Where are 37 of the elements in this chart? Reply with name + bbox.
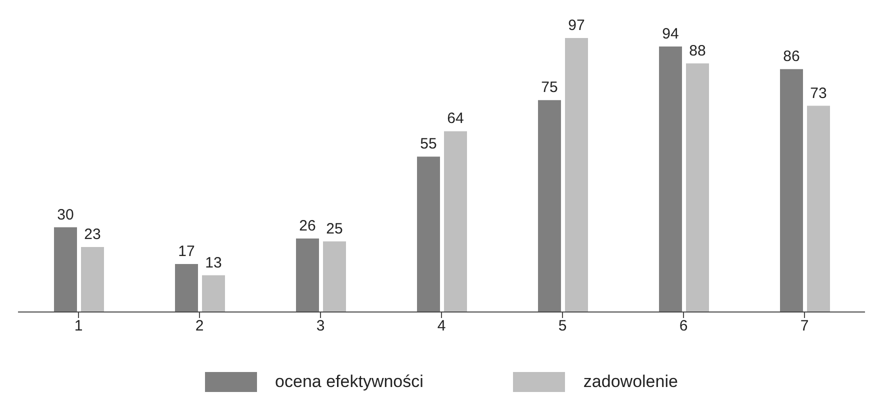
x-tick-label: 1	[74, 318, 83, 335]
x-tick-label: 4	[437, 318, 446, 335]
bar	[807, 106, 830, 312]
data-label: 73	[810, 84, 827, 102]
data-label: 25	[326, 220, 343, 238]
x-tick-label: 7	[800, 318, 809, 335]
x-tick-label: 5	[558, 318, 567, 335]
data-label: 64	[447, 110, 464, 128]
x-tick-label: 3	[316, 318, 325, 335]
bar	[175, 264, 198, 312]
bar	[296, 238, 319, 312]
bar	[81, 247, 104, 312]
data-label: 75	[541, 79, 558, 96]
bar	[202, 275, 225, 312]
data-label: 86	[783, 48, 800, 66]
data-label: 55	[420, 136, 437, 153]
bar	[686, 63, 709, 312]
bar	[54, 227, 77, 312]
data-label: 26	[299, 218, 316, 235]
bar	[780, 69, 803, 312]
data-label: 30	[57, 206, 74, 224]
bar	[417, 156, 440, 312]
x-tick-label: 6	[679, 318, 688, 335]
data-label: 13	[205, 254, 222, 272]
bar	[444, 131, 467, 312]
data-label: 94	[662, 25, 679, 42]
data-label: 88	[689, 42, 706, 60]
x-tick-label: 2	[195, 318, 204, 335]
data-label: 23	[84, 226, 101, 244]
data-label: 97	[568, 17, 585, 34]
legend-label: ocena efektywności	[275, 372, 424, 392]
bar	[323, 241, 346, 312]
bar	[659, 46, 682, 312]
data-label: 17	[178, 242, 195, 260]
legend-label: zadowolenie	[583, 372, 678, 392]
bar	[565, 38, 588, 312]
bar	[538, 100, 561, 312]
